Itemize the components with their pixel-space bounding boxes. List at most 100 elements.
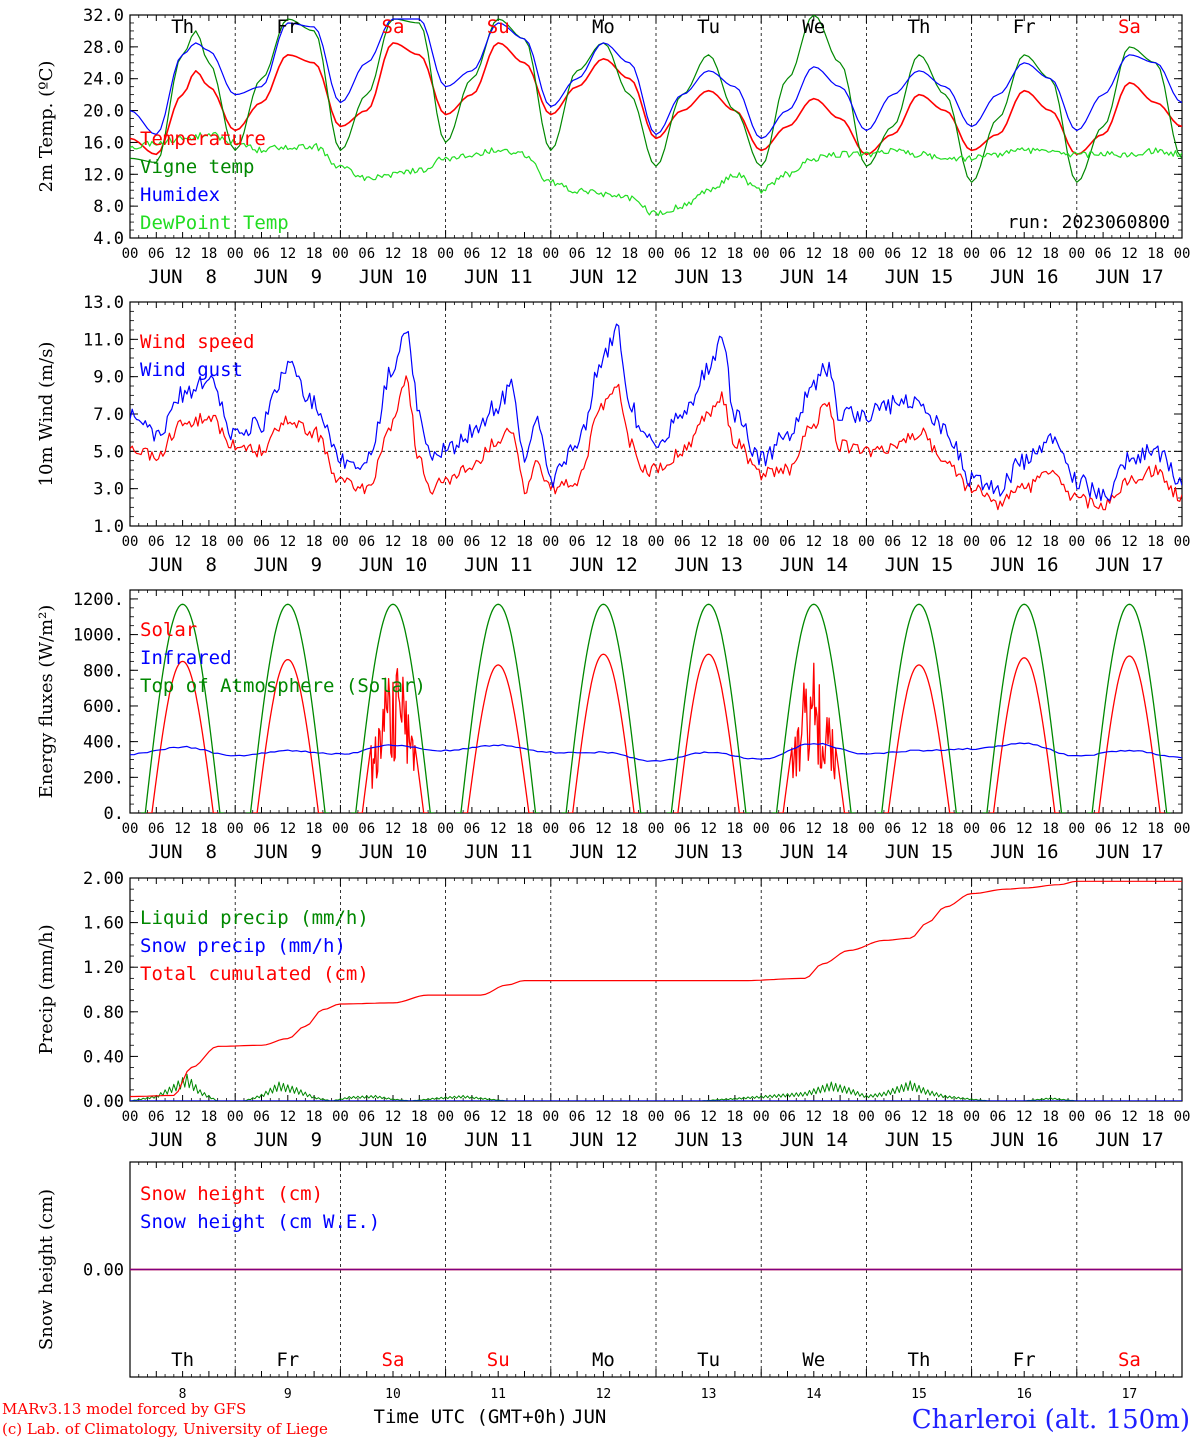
hour-tick-label: 06 — [358, 534, 375, 550]
hour-tick-label: 18 — [832, 821, 849, 837]
run-label: run: 2023060800 — [1007, 212, 1170, 233]
series-top-of-atmosphere-solar- — [877, 603, 961, 813]
series-wind-gust — [130, 323, 1182, 502]
date-label: JUN 15 — [885, 1129, 954, 1151]
hour-tick-label: 12 — [490, 246, 507, 262]
hour-tick-label: 06 — [674, 246, 691, 262]
hour-tick-label: 18 — [726, 1109, 743, 1125]
series-solar — [147, 660, 218, 813]
hour-tick-label: 12 — [1016, 246, 1033, 262]
series-group — [130, 603, 1182, 813]
hour-tick-label: 00 — [332, 821, 349, 837]
series-vigne-temp — [130, 15, 1182, 183]
hour-tick-label: 12 — [595, 534, 612, 550]
series-dewpoint-temp — [130, 131, 1182, 217]
hour-tick-label: 18 — [200, 1109, 217, 1125]
weekday-label: Th — [908, 1349, 931, 1371]
legend-entry: Snow precip (mm/h) — [140, 935, 346, 957]
hour-tick-label: 12 — [490, 1109, 507, 1125]
hour-tick-label: 12 — [700, 246, 717, 262]
y-tick-label: 1.60 — [83, 914, 124, 934]
hour-tick-label: 18 — [937, 821, 954, 837]
y-tick-label: 9.0 — [93, 368, 124, 388]
hour-tick-label: 06 — [463, 246, 480, 262]
date-label: JUN 10 — [359, 266, 428, 288]
hour-tick-label: 00 — [542, 1109, 559, 1125]
date-label: JUN 17 — [1095, 841, 1164, 863]
hour-tick-label: 12 — [700, 821, 717, 837]
y-tick-label: 5.0 — [93, 442, 124, 462]
hour-tick-label: 00 — [1174, 1109, 1191, 1125]
legend-entry: Infrared — [140, 647, 232, 669]
hour-tick-label: 06 — [463, 821, 480, 837]
weekday-label: Fr — [1013, 1349, 1036, 1371]
date-label: JUN 8 — [148, 841, 217, 863]
hour-tick-label: 00 — [1174, 534, 1191, 550]
y-tick-label: 200. — [83, 768, 124, 788]
hour-tick-label: 06 — [253, 1109, 270, 1125]
credit-line-1: MARv3.13 model forced by GFS — [2, 1400, 246, 1418]
date-label: JUN 16 — [990, 554, 1059, 576]
hour-tick-label: 12 — [385, 534, 402, 550]
hour-tick-label: 06 — [253, 821, 270, 837]
hour-tick-label: 00 — [1068, 534, 1085, 550]
day-number-label: 12 — [596, 1387, 612, 1402]
weekday-label: Sa — [1118, 16, 1141, 38]
date-label: JUN 11 — [464, 1129, 533, 1151]
day-number-label: 10 — [385, 1387, 401, 1402]
hour-tick-label: 18 — [1042, 1109, 1059, 1125]
hour-tick-label: 12 — [490, 821, 507, 837]
hour-tick-label: 06 — [569, 246, 586, 262]
hour-tick-label: 18 — [832, 1109, 849, 1125]
hour-tick-label: 18 — [411, 1109, 428, 1125]
hour-tick-label: 06 — [674, 821, 691, 837]
hour-tick-label: 00 — [963, 246, 980, 262]
hour-tick-label: 00 — [1068, 1109, 1085, 1125]
series-solar — [252, 658, 323, 813]
date-label: JUN 10 — [359, 554, 428, 576]
hour-tick-label: 12 — [595, 246, 612, 262]
legend-entry: DewPoint Temp — [140, 212, 289, 234]
hour-tick-label: 06 — [779, 534, 796, 550]
hour-tick-label: 00 — [753, 534, 770, 550]
y-tick-label: 7.0 — [93, 405, 124, 425]
hour-tick-label: 06 — [884, 246, 901, 262]
hour-tick-label: 00 — [963, 534, 980, 550]
hour-tick-label: 06 — [569, 1109, 586, 1125]
legend-entry: Temperature — [140, 128, 266, 150]
date-label: JUN 14 — [779, 841, 848, 863]
hour-tick-label: 12 — [174, 246, 191, 262]
series-top-of-atmosphere-solar- — [456, 603, 540, 813]
series-solar — [1094, 655, 1165, 813]
hour-tick-label: 00 — [1174, 821, 1191, 837]
date-label: JUN 15 — [885, 266, 954, 288]
hour-tick-label: 00 — [437, 821, 454, 837]
hour-tick-label: 18 — [1147, 1109, 1164, 1125]
weekday-label: Tu — [697, 1349, 720, 1371]
weekday-label: Tu — [697, 16, 720, 38]
date-label: JUN 15 — [885, 841, 954, 863]
y-tick-label: 0.80 — [83, 1003, 124, 1023]
hour-tick-label: 06 — [148, 821, 165, 837]
legend-entry: Wind gust — [140, 359, 243, 381]
y-axis-title: Precip (mm/h) — [36, 924, 57, 1054]
date-label: JUN 16 — [990, 266, 1059, 288]
hour-tick-label: 18 — [937, 534, 954, 550]
hour-tick-label: 12 — [174, 821, 191, 837]
legend-entry: Solar — [140, 619, 197, 641]
hour-tick-label: 00 — [122, 246, 139, 262]
hour-tick-label: 00 — [227, 246, 244, 262]
hour-tick-label: 00 — [437, 1109, 454, 1125]
series-solar — [673, 653, 744, 813]
y-tick-label: 8.0 — [93, 197, 124, 217]
hour-tick-label: 06 — [358, 1109, 375, 1125]
series-top-of-atmosphere-solar- — [141, 603, 225, 813]
hour-tick-label: 12 — [385, 821, 402, 837]
hour-tick-label: 18 — [1147, 821, 1164, 837]
hour-tick-label: 12 — [1016, 534, 1033, 550]
hour-tick-label: 00 — [963, 1109, 980, 1125]
legend-entry: Vigne temp — [140, 156, 254, 178]
panel-snow: 0.00 Snow height (cm) Snow height (cm) Snow… — [36, 1161, 1183, 1402]
hour-tick-label: 00 — [437, 534, 454, 550]
hour-tick-label: 12 — [279, 1109, 296, 1125]
